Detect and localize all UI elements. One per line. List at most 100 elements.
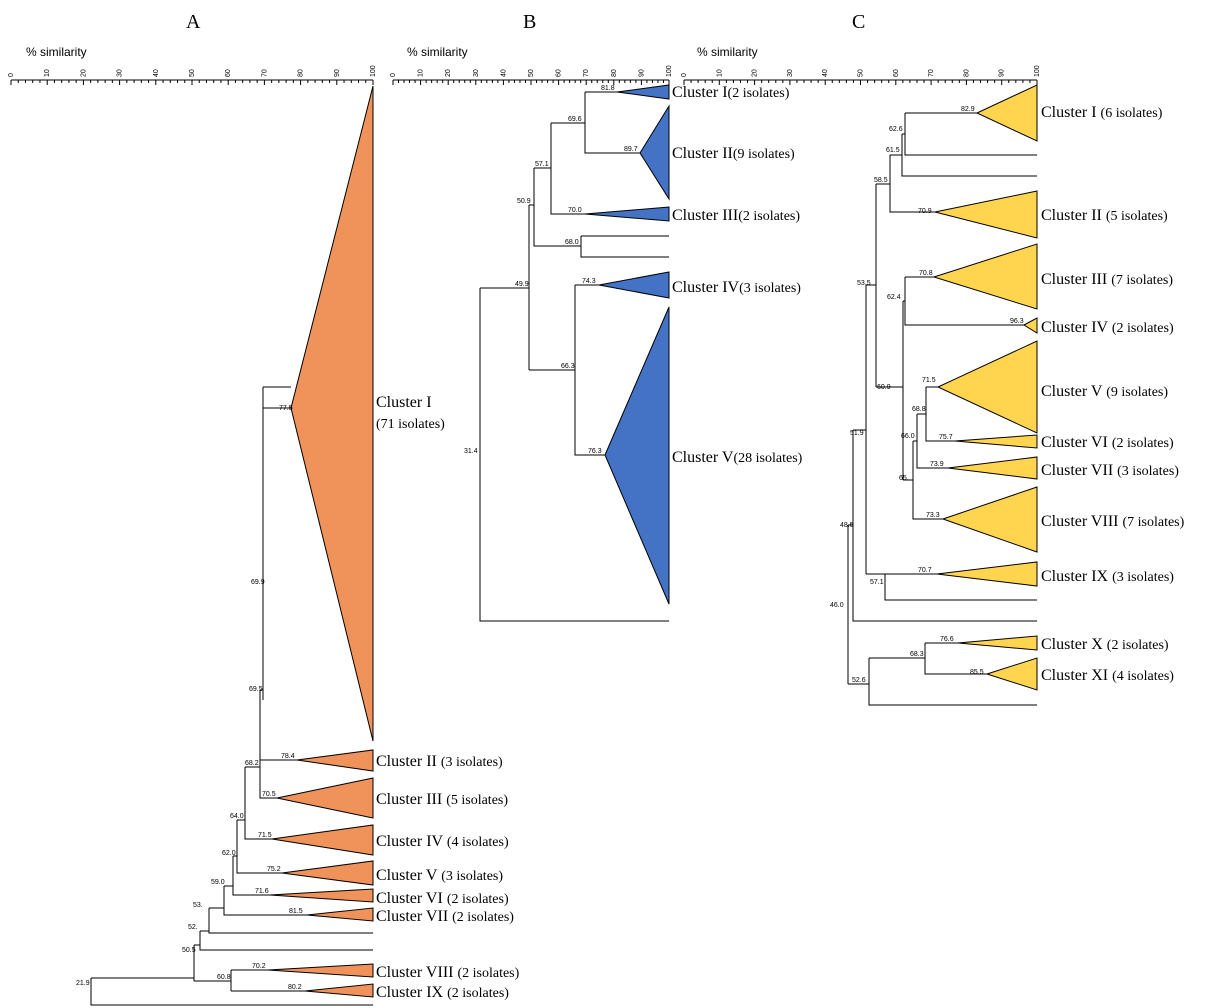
node-label: 73.9	[930, 461, 944, 468]
node-label: 70.5	[262, 791, 276, 798]
node-label: 52.	[188, 924, 198, 931]
scale-tick-label: 90	[334, 69, 341, 77]
node-label: 68.3	[910, 651, 924, 658]
node-label: 73.3	[926, 512, 940, 519]
scale-tick-label: 40	[822, 69, 829, 77]
node-label: 68.0	[565, 239, 579, 246]
scale-tick-label: 10	[44, 69, 51, 77]
node-label: 68.8	[912, 406, 926, 413]
cluster-a-5-label: Cluster V (3 isolates)	[376, 867, 503, 884]
scale-tick-label: 90	[999, 69, 1006, 77]
node-label: 81.5	[289, 908, 303, 915]
scale-tick-label: 50	[189, 69, 196, 77]
cluster-c-4-label: Cluster IV (2 isolates)	[1041, 319, 1174, 336]
scale-tick-label: 80	[963, 69, 970, 77]
node-label: 21.9	[76, 980, 90, 987]
panel-a-scale: 0 10 20 30 40 50 60 70 80 90 100	[8, 65, 377, 85]
cluster-a-4-triangle	[271, 824, 374, 856]
scale-tick-label: 80	[611, 69, 618, 77]
cluster-c-8-label: Cluster VIII (7 isolates)	[1041, 513, 1185, 530]
cluster-a-6-triangle	[269, 888, 374, 903]
cluster-c-5-triangle	[936, 340, 1038, 434]
cluster-c-8-triangle	[941, 486, 1038, 553]
scale-tick-label: 0	[390, 73, 397, 77]
scale-tick-label: 60	[893, 69, 900, 77]
node-label: 70.8	[919, 270, 933, 277]
scale-tick-label: 40	[500, 69, 507, 77]
cluster-c-3-triangle	[932, 243, 1038, 310]
node-label: 62.0	[222, 850, 236, 857]
cluster-b-1-triangle	[616, 84, 670, 100]
node-label: 59.0	[211, 879, 225, 886]
cluster-a-5-triangle	[281, 860, 374, 886]
panel-b-label: B	[523, 11, 536, 33]
cluster-a-1-count: (71 isolates)	[376, 417, 445, 432]
node-label: 62.4	[887, 294, 901, 301]
cluster-c-3-label: Cluster III (7 isolates)	[1041, 271, 1173, 288]
node-label: 81.8	[601, 85, 615, 92]
node-label: 70.0	[568, 207, 582, 214]
cluster-c-2-triangle	[934, 190, 1038, 239]
cluster-c-7-label: Cluster VII (3 isolates)	[1041, 462, 1179, 479]
scale-tick-label: 60	[556, 69, 563, 77]
node-label: 69.5	[249, 686, 263, 693]
cluster-c-5-label: Cluster V (9 isolates)	[1041, 383, 1168, 400]
scale-tick-label: 80	[298, 69, 305, 77]
node-label: 96.3	[1010, 318, 1024, 325]
scale-tick-label: 30	[473, 69, 480, 77]
node-label: 68.2	[245, 760, 259, 767]
node-label: 71.5	[258, 832, 272, 839]
node-label: 66.0	[901, 433, 915, 440]
scale-tick-label: 20	[80, 69, 87, 77]
cluster-a-3-triangle	[276, 777, 374, 819]
node-label: 53.	[193, 902, 203, 909]
cluster-c-6-label: Cluster VI (2 isolates)	[1041, 434, 1174, 451]
node-label: 48.5	[840, 522, 854, 529]
cluster-a-1-label: Cluster I	[376, 394, 432, 411]
scale-tick-label: 100	[1034, 65, 1041, 77]
cluster-b-4-label: Cluster IV(3 isolates)	[672, 279, 801, 296]
node-label: 65.	[899, 475, 909, 482]
scale-tick-label: 70	[261, 69, 268, 77]
scale-tick-label: 60	[225, 69, 232, 77]
cluster-b-5-label: Cluster V(28 isolates)	[672, 449, 803, 466]
cluster-c-1-label: Cluster I (6 isolates)	[1041, 104, 1163, 121]
node-label: 31.4	[464, 448, 478, 455]
node-label: 69.6	[568, 116, 582, 123]
panel-a-scale-title: % similarity	[26, 45, 87, 59]
scale-tick-label: 30	[787, 69, 794, 77]
node-label: 46.0	[830, 602, 844, 609]
scale-tick-label: 0	[8, 73, 15, 77]
node-label: 60.8	[217, 974, 231, 981]
cluster-b-5-triangle	[604, 306, 670, 605]
node-label: 53.5	[857, 280, 871, 287]
node-label: 66.3	[561, 363, 575, 370]
node-label: 51.9	[850, 430, 864, 437]
node-label: 58.5	[874, 177, 888, 184]
scale-tick-label: 100	[666, 65, 673, 77]
scale-tick-label: 10	[418, 69, 425, 77]
node-label: 70.7	[918, 567, 932, 574]
cluster-c-6-triangle	[954, 434, 1038, 449]
node-label: 76.6	[940, 636, 954, 643]
panel-c-label: C	[852, 11, 865, 33]
panel-c-scale-title: % similarity	[697, 45, 758, 59]
scale-tick-label: 40	[153, 69, 160, 77]
node-label: 74.3	[582, 278, 596, 285]
panel-b: B % similarity 0 10 20 30 40 50 60 70 80 90 100 81…	[390, 11, 803, 622]
panel-b-scale-title: % similarity	[407, 45, 468, 59]
cluster-a-8-label: Cluster VIII (2 isolates)	[376, 964, 520, 981]
cluster-a-3-label: Cluster III (5 isolates)	[376, 791, 508, 808]
scale-tick-label: 50	[528, 69, 535, 77]
node-label: 62.6	[889, 126, 903, 133]
cluster-a-6-label: Cluster VI (2 isolates)	[376, 890, 509, 907]
node-label: 64.0	[230, 813, 244, 820]
cluster-a-9-triangle	[304, 983, 374, 998]
panel-c: C % similarity 0 10 20 30 40 50 60 70 80 90 100 82…	[681, 11, 1185, 706]
scale-tick-label: 70	[928, 69, 935, 77]
panel-c-branches	[847, 112, 1037, 706]
panel-b-branches	[479, 91, 669, 622]
node-label: 57.1	[870, 579, 884, 586]
node-label: 71.6	[255, 888, 269, 895]
node-label: 78.4	[281, 753, 295, 760]
